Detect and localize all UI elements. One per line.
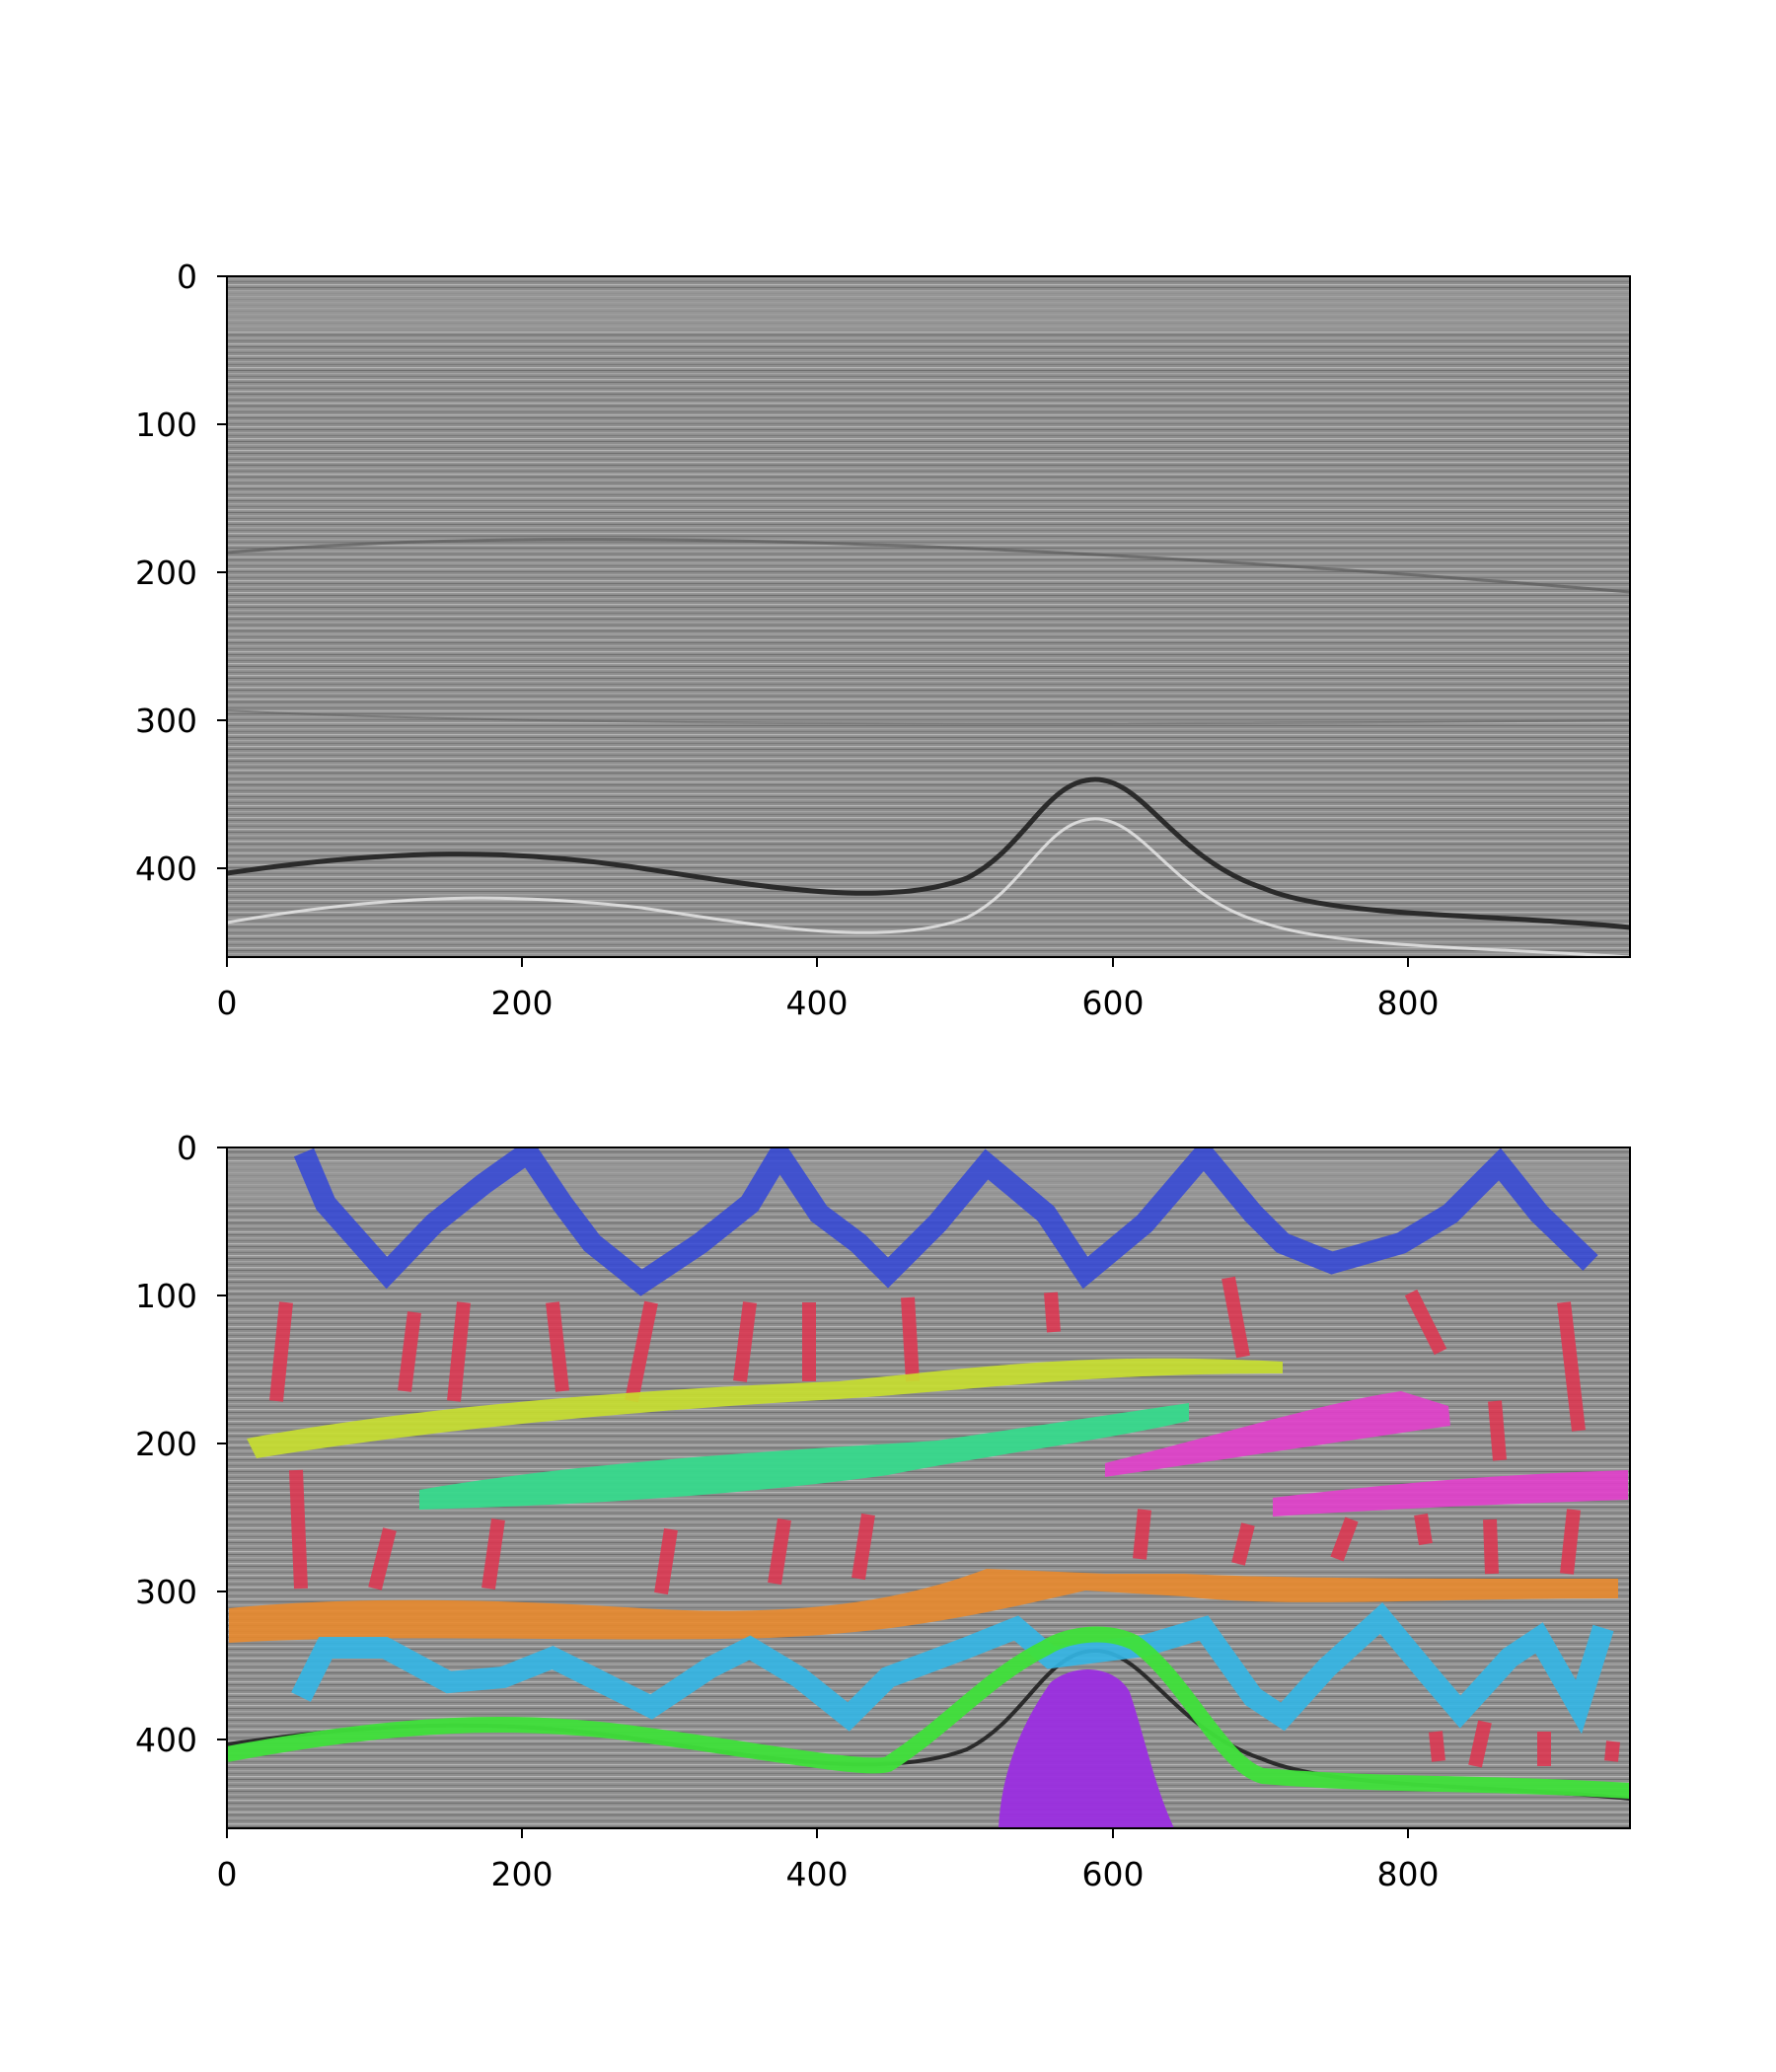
y-tick-label: 0 [177, 1129, 197, 1167]
y-tick-label: 100 [135, 406, 197, 444]
seismic-image-annotated [227, 1147, 1630, 1828]
x-tick-label: 0 [217, 984, 238, 1022]
magenta-band-annotation [1105, 1391, 1450, 1477]
seismic-image [227, 276, 1630, 957]
orange-band-annotation [229, 1569, 1618, 1643]
x-tick-label: 200 [491, 984, 554, 1022]
x-tick-label: 600 [1082, 1855, 1145, 1893]
panel-interpreted-section: 0 200 400 600 800 0 100 200 300 400 [135, 1129, 1631, 1893]
yellow-band-annotation [247, 1358, 1283, 1458]
x-tick-label: 400 [786, 984, 849, 1022]
y-tick-label: 100 [135, 1277, 197, 1315]
x-tick-label: 0 [217, 1855, 238, 1893]
x-tick-label: 600 [1082, 984, 1145, 1022]
teal-band-annotation [419, 1403, 1189, 1510]
cyan-zigzag-annotation [291, 1602, 1614, 1735]
y-tick-label: 0 [177, 258, 197, 296]
y-tick-label: 400 [135, 850, 197, 888]
y-tick-label: 200 [135, 554, 197, 592]
y-axis-panel1: 0 100 200 300 400 [135, 258, 227, 888]
red-dashes-annotation [269, 1276, 1620, 1768]
x-axis-panel1: 0 200 400 600 800 [217, 957, 1440, 1022]
green-horizon-annotation [227, 1626, 1630, 1799]
y-axis-panel2: 0 100 200 300 400 [135, 1129, 227, 1759]
zigzag-blue-annotation [293, 1147, 1598, 1296]
x-tick-label: 800 [1377, 984, 1440, 1022]
magenta-band-annotation-2 [1273, 1470, 1628, 1517]
y-tick-label: 200 [135, 1425, 197, 1463]
x-tick-label: 800 [1377, 1855, 1440, 1893]
y-tick-label: 300 [135, 702, 197, 740]
y-tick-label: 300 [135, 1573, 197, 1611]
purple-body-annotation [999, 1669, 1174, 1828]
x-tick-label: 200 [491, 1855, 554, 1893]
x-axis-panel2: 0 200 400 600 800 [217, 1828, 1440, 1893]
x-tick-label: 400 [786, 1855, 849, 1893]
panel-seismic-section: 0 200 400 600 800 0 100 200 300 400 [135, 258, 1631, 1022]
y-tick-label: 400 [135, 1721, 197, 1759]
